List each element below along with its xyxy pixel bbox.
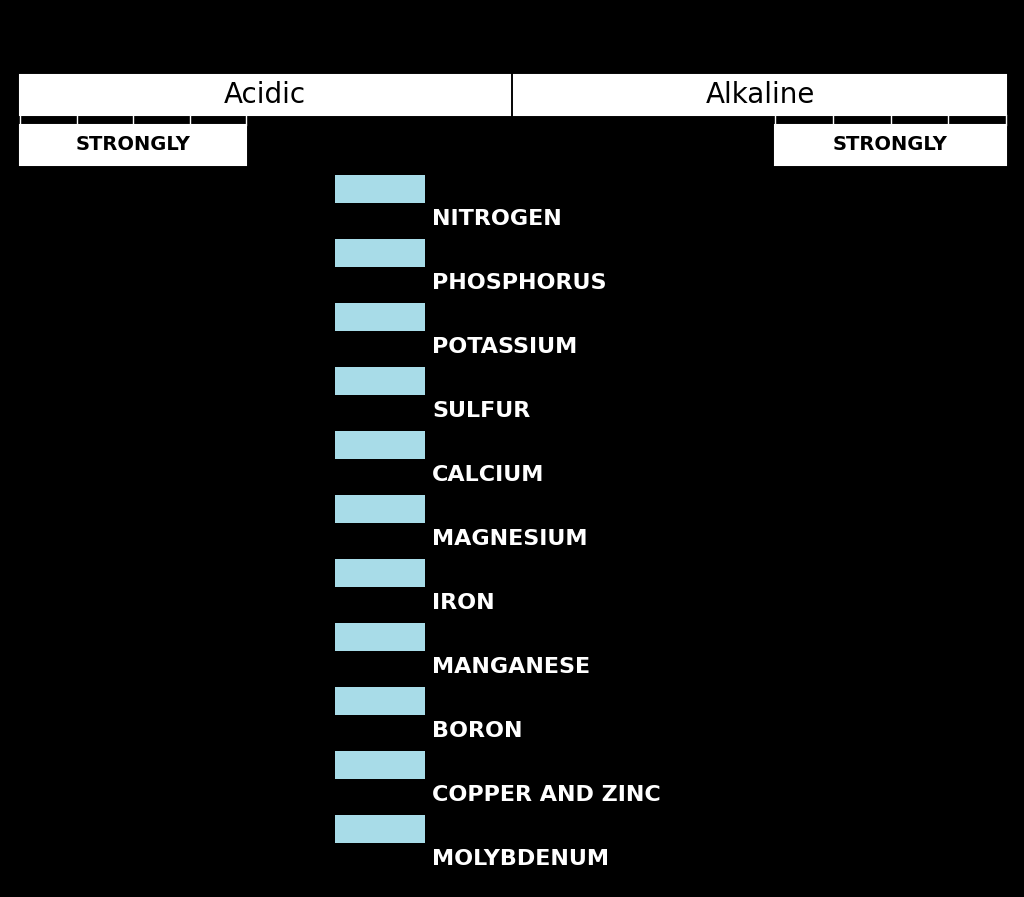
Text: STRONGLY: STRONGLY — [834, 135, 948, 154]
Bar — [20, 125, 246, 165]
Text: STRONGLY: STRONGLY — [76, 135, 190, 154]
Text: IRON: IRON — [432, 593, 495, 613]
Text: MANGANESE: MANGANESE — [432, 657, 590, 677]
Polygon shape — [335, 239, 425, 267]
Polygon shape — [335, 559, 425, 587]
Polygon shape — [335, 623, 425, 651]
Bar — [20, 75, 510, 115]
Text: Alkaline: Alkaline — [706, 81, 815, 109]
Text: COPPER AND ZINC: COPPER AND ZINC — [432, 785, 660, 805]
Text: PHOSPHORUS: PHOSPHORUS — [432, 273, 606, 293]
Polygon shape — [335, 303, 425, 331]
Polygon shape — [335, 175, 425, 203]
Polygon shape — [335, 815, 425, 843]
Polygon shape — [335, 751, 425, 779]
Text: SULFUR: SULFUR — [432, 401, 530, 421]
Bar — [514, 75, 1006, 115]
Text: Acidic: Acidic — [224, 81, 306, 109]
Polygon shape — [335, 431, 425, 459]
Text: MOLYBDENUM: MOLYBDENUM — [432, 849, 609, 869]
Polygon shape — [335, 495, 425, 523]
Bar — [775, 125, 1006, 165]
Text: POTASSIUM: POTASSIUM — [432, 337, 578, 357]
Polygon shape — [335, 687, 425, 715]
Text: MAGNESIUM: MAGNESIUM — [432, 529, 588, 549]
Text: CALCIUM: CALCIUM — [432, 465, 545, 485]
Text: NITROGEN: NITROGEN — [432, 209, 562, 229]
Polygon shape — [335, 367, 425, 395]
Text: BORON: BORON — [432, 721, 522, 741]
